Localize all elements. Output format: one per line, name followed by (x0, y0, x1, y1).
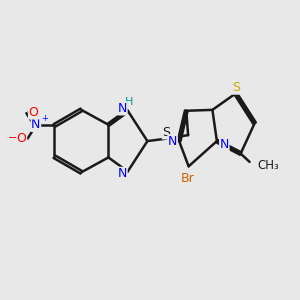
Text: O: O (17, 132, 27, 145)
Text: +: + (41, 113, 48, 122)
Text: N: N (220, 138, 229, 151)
Text: S: S (162, 126, 170, 139)
Text: CH₃: CH₃ (258, 159, 279, 172)
Text: S: S (162, 126, 170, 139)
Text: −: − (8, 133, 17, 143)
Text: S: S (232, 81, 240, 94)
Text: O: O (28, 106, 38, 119)
Text: Br: Br (181, 172, 195, 185)
Text: N: N (118, 167, 127, 180)
Text: N: N (168, 135, 177, 148)
Text: H: H (125, 97, 134, 107)
Text: N: N (31, 118, 40, 131)
Text: N: N (118, 102, 127, 115)
